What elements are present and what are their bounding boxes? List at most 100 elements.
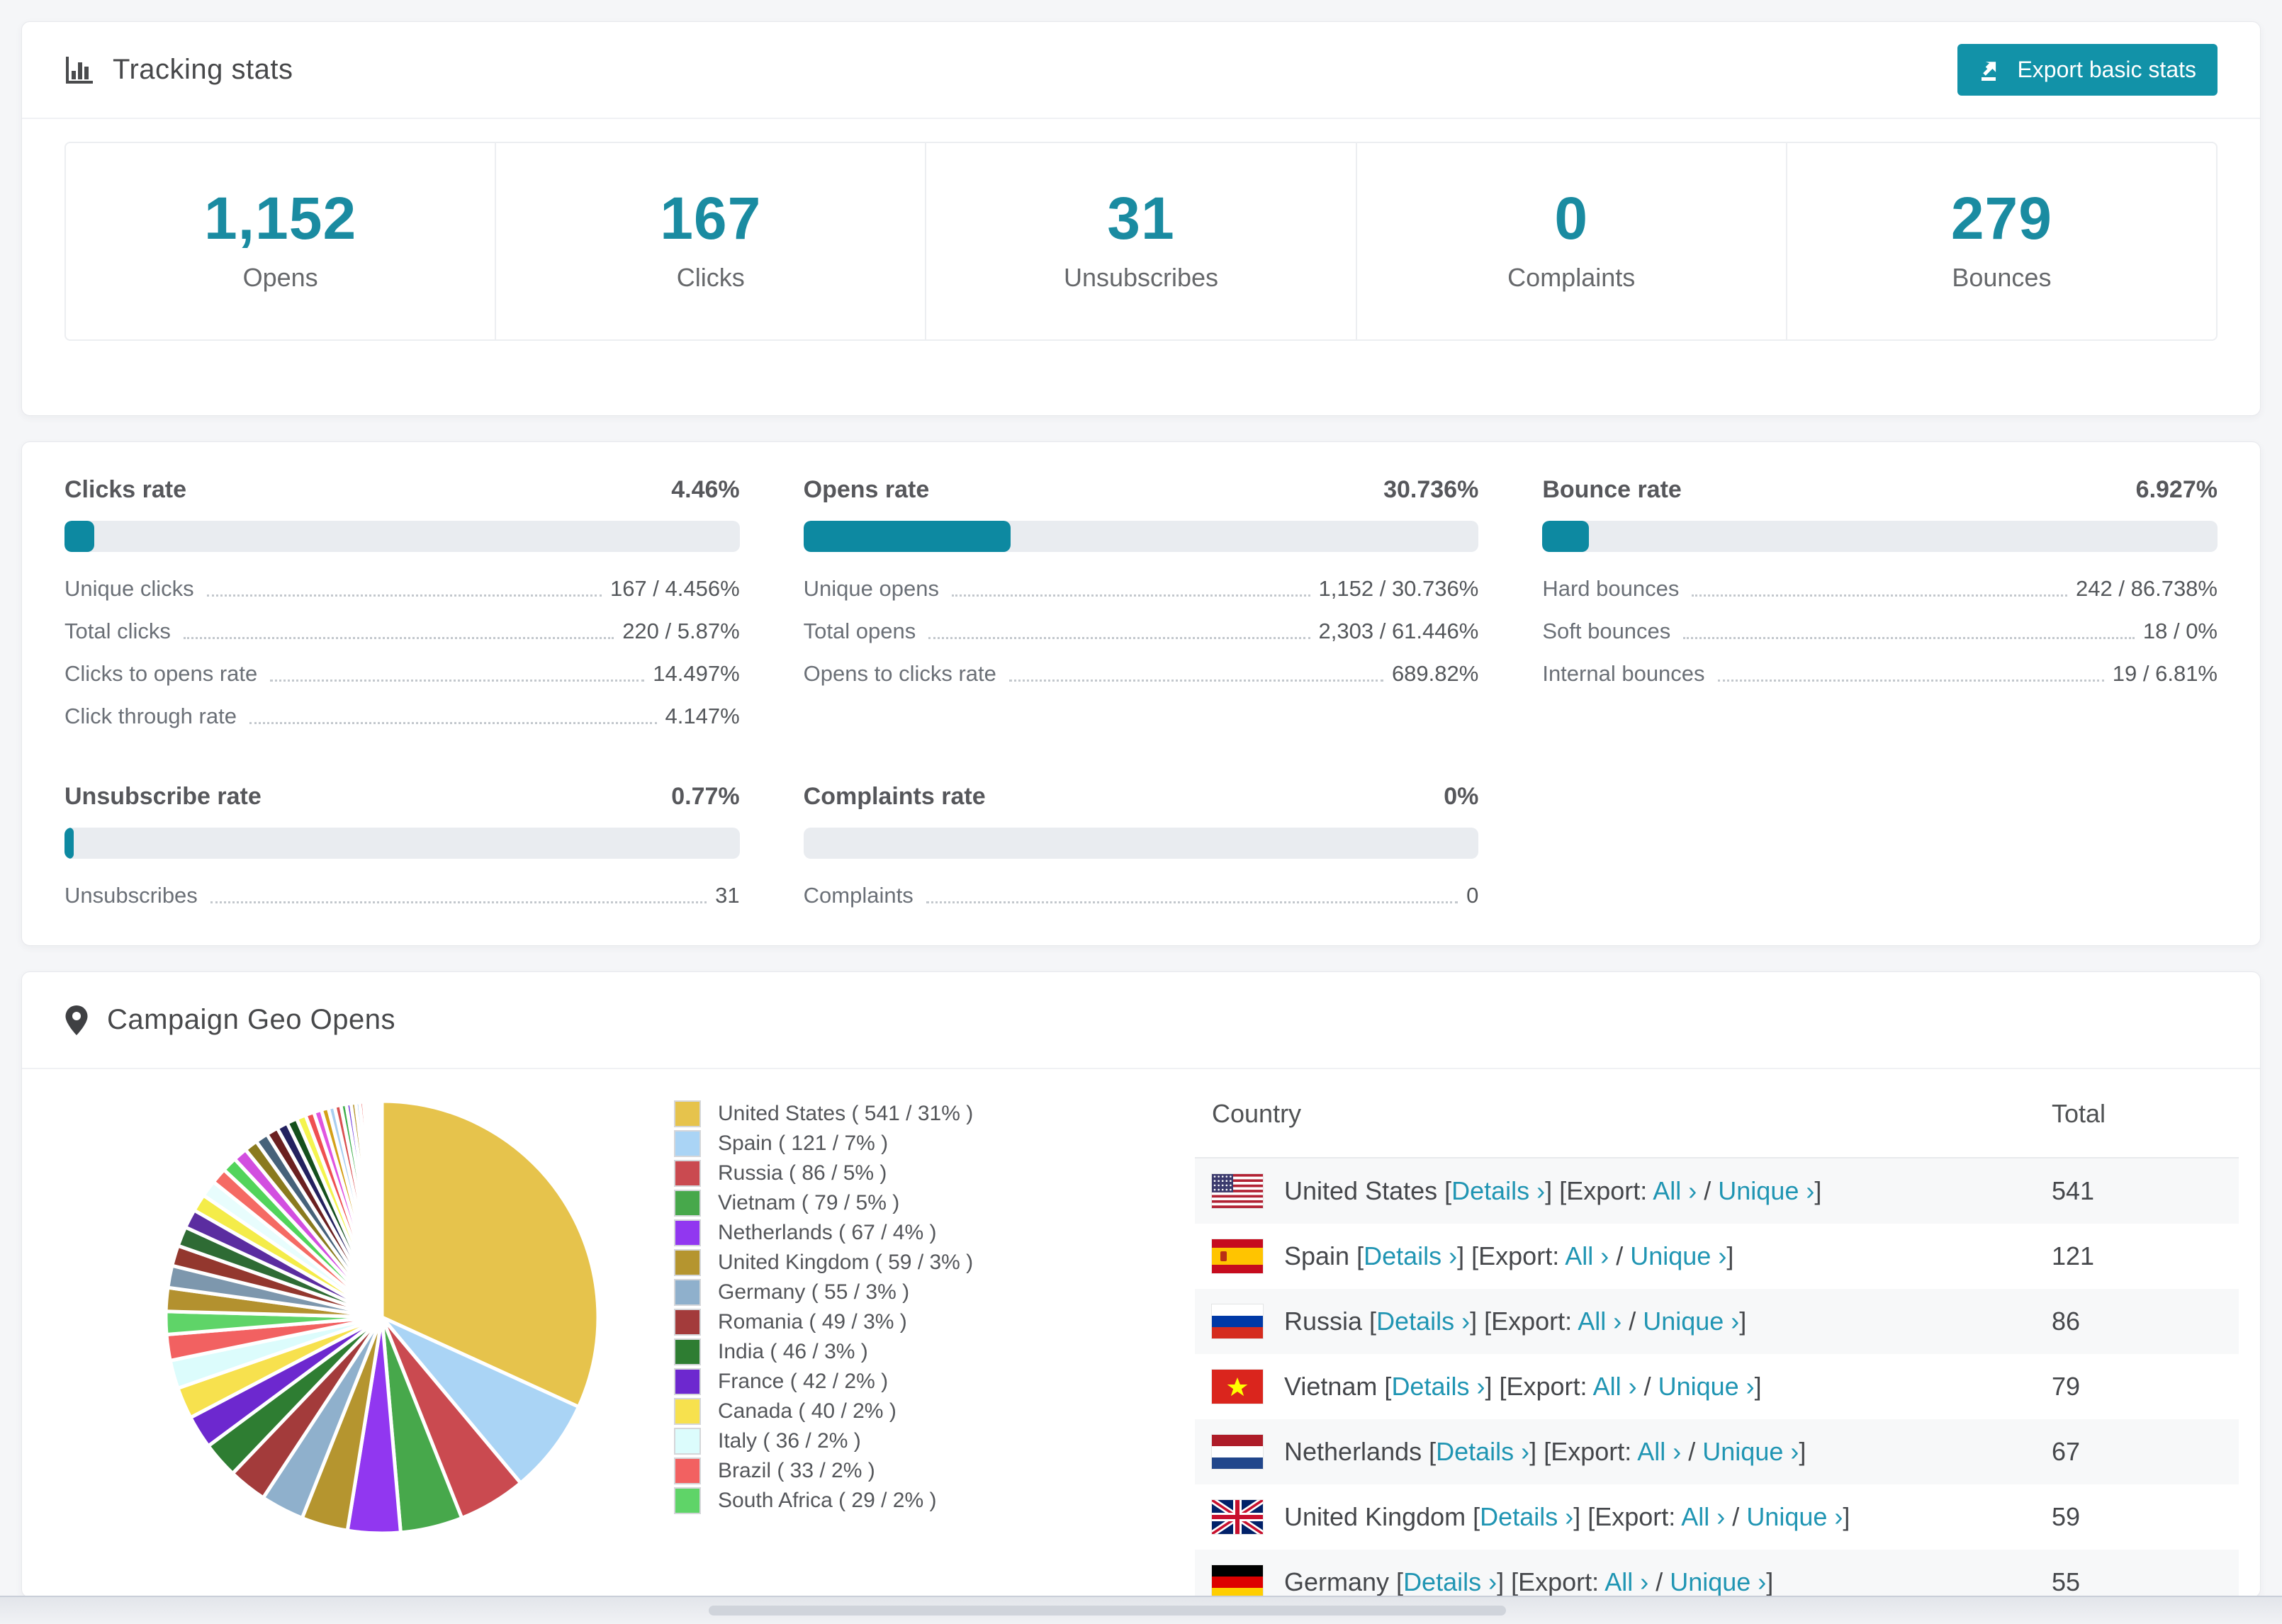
rate-row-label: Soft bounces [1542,619,1671,643]
country-total: 67 [2052,1437,2081,1466]
export-prefix: [Export: [1536,1437,1638,1466]
rate-row: Hard bounces 242 / 86.738% [1542,576,2218,602]
rate-row-label: Unique clicks [64,576,194,601]
rate-title: Unsubscribe rate [64,783,262,810]
export-unique-link[interactable]: Unique › [1630,1241,1727,1270]
legend-item-netherlands: Netherlands ( 67 / 4% ) [674,1219,1014,1246]
export-all-link[interactable]: All › [1578,1307,1622,1336]
details-link[interactable]: Details › [1480,1502,1574,1531]
export-unique-link[interactable]: Unique › [1643,1307,1740,1336]
stat-box-opens: 1,152 Opens [66,143,495,339]
dotted-leader [210,901,707,903]
export-all-link[interactable]: All › [1565,1241,1609,1270]
legend-swatch [674,1279,701,1306]
export-unique-link[interactable]: Unique › [1702,1437,1799,1466]
rate-value: 0% [1444,783,1479,810]
country-text: Spain [Details ›] [Export: All › / Uniqu… [1284,1241,1733,1271]
details-link[interactable]: Details › [1391,1372,1485,1401]
stat-value: 0 [1554,185,1589,252]
rate-row: Unique clicks 167 / 4.456% [64,576,740,602]
details-link[interactable]: Details › [1403,1567,1497,1596]
rate-progress-track [64,521,740,552]
bracket: [ [1384,1372,1392,1401]
rate-block-bounce-rate: Bounce rate 6.927% Hard bounces 242 / 86.73… [1542,476,2218,729]
country-cell-content: United States [Details ›] [Export: All ›… [1212,1174,2018,1208]
rate-progress-track [803,521,1479,552]
stat-value: 167 [660,185,762,252]
bracket: [ [1473,1502,1480,1531]
slash: / [1636,1372,1658,1401]
rate-progress-track [803,828,1479,859]
stat-value: 31 [1107,185,1175,252]
country-total: 121 [2052,1241,2095,1270]
export-unique-link[interactable]: Unique › [1658,1372,1755,1401]
details-link[interactable]: Details › [1436,1437,1530,1466]
rate-row: Internal bounces 19 / 6.81% [1542,661,2218,687]
dotted-leader [1008,680,1383,682]
dotted-leader [206,594,602,597]
country-text: United States [Details ›] [Export: All ›… [1284,1176,1821,1206]
bracket: ] [1739,1307,1747,1336]
export-all-link[interactable]: All › [1653,1176,1697,1205]
rate-progress-fill [803,521,1011,552]
export-unique-link[interactable]: Unique › [1746,1502,1843,1531]
legend-label: Brazil ( 33 / 2% ) [718,1459,875,1482]
dotted-leader [1683,637,2135,639]
details-link[interactable]: Details › [1376,1307,1471,1336]
bracket: ] [1545,1176,1553,1205]
export-unique-link[interactable]: Unique › [1670,1567,1767,1596]
export-all-link[interactable]: All › [1681,1502,1726,1531]
export-all-link[interactable]: All › [1604,1567,1649,1596]
rate-head: Bounce rate 6.927% [1542,476,2218,504]
legend-item-russia: Russia ( 86 / 5% ) [674,1160,1014,1187]
rates-grid: Clicks rate 4.46% Unique clicks 167 / 4.456… [64,476,2218,908]
ru-flag-icon [1212,1304,1263,1338]
country-cell: Netherlands [Details ›] [Export: All › /… [1195,1419,2035,1484]
bracket: ] [1497,1567,1505,1596]
rate-row-value: 18 / 0% [2142,619,2218,643]
country-name: United Kingdom [1284,1502,1473,1531]
export-all-link[interactable]: All › [1637,1437,1682,1466]
bracket: ] [1814,1176,1822,1205]
rate-head: Clicks rate 4.46% [64,476,740,504]
geo-header-divider [22,1068,2260,1069]
details-link[interactable]: Details › [1451,1176,1546,1205]
us-flag-icon [1212,1174,1263,1208]
details-link[interactable]: Details › [1364,1241,1458,1270]
export-prefix: [Export: [1504,1567,1605,1596]
export-all-link[interactable]: All › [1592,1372,1637,1401]
country-text: Vietnam [Details ›] [Export: All › / Uni… [1284,1372,1762,1402]
legend-swatch [674,1338,701,1365]
export-unique-link[interactable]: Unique › [1718,1176,1815,1205]
stat-value: 1,152 [203,185,357,252]
rate-value: 0.77% [671,783,740,810]
bracket: ] [1766,1567,1774,1596]
stats-summary-row: 1,152 Opens 167 Clicks 31 Unsubscribes 0 Compla… [64,142,2218,341]
stats-wrap: 1,152 Opens 167 Clicks 31 Unsubscribes 0 Compla… [22,119,2260,415]
rate-head: Unsubscribe rate 0.77% [64,783,740,811]
country-column-header: Country [1195,1069,2035,1158]
country-text: United Kingdom [Details ›] [Export: All … [1284,1502,1850,1532]
rate-row-value: 220 / 5.87% [622,619,740,643]
tracking-stats-title-text: Tracking stats [113,54,293,85]
legend-swatch [674,1130,701,1157]
slash: / [1609,1241,1631,1270]
bracket: ] [1843,1502,1850,1531]
export-prefix: [Export: [1552,1176,1653,1205]
rate-row-value: 242 / 86.738% [2076,576,2218,601]
country-name: Spain [1284,1241,1357,1270]
rate-progress-fill [64,521,95,552]
rate-block-unsubscribe-rate: Unsubscribe rate 0.77% Unsubscribes 31 [64,783,740,908]
rate-row: Unsubscribes 31 [64,883,740,908]
rate-head: Complaints rate 0% [804,783,1479,811]
bracket: [ [1429,1437,1437,1466]
bracket: [ [1396,1567,1404,1596]
export-basic-stats-button[interactable]: Export basic stats [1957,44,2218,96]
horizontal-scrollbar-thumb[interactable] [709,1606,1506,1615]
rate-row-value: 14.497% [653,661,740,686]
country-total: 541 [2052,1176,2095,1205]
legend-swatch [674,1487,701,1514]
rate-row-value: 19 / 6.81% [2112,661,2218,686]
dotted-leader [926,901,1458,903]
slash: / [1648,1567,1670,1596]
